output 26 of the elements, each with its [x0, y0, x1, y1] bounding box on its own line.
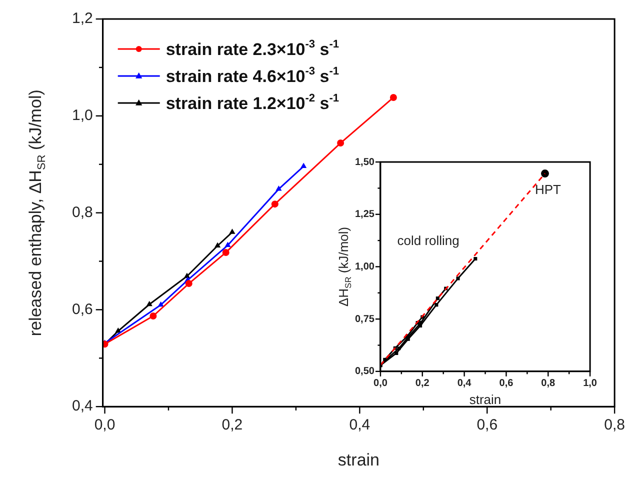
x-tick-label: 0,6: [499, 378, 514, 390]
y-tick-label: 0,50: [354, 366, 375, 378]
x-tick-label: 0,2: [415, 378, 430, 390]
x-tick-label: 0,2: [222, 416, 243, 434]
x-tick-label: 0,6: [476, 416, 498, 434]
x-axis-title: strain: [469, 392, 502, 407]
x-tick-label: 0,0: [94, 416, 116, 434]
x-tick-label: 0,0: [374, 378, 388, 390]
y-axis-title: released enthaply, ΔHSR (kJ/mol): [26, 90, 48, 336]
x-tick-label: 0,8: [541, 378, 556, 390]
y-tick-label: 0,6: [72, 300, 93, 318]
annotation: HPT: [534, 182, 562, 198]
annotation: cold rolling: [397, 233, 460, 248]
x-tick-label: 0,8: [604, 416, 626, 434]
y-tick-label: 1,25: [354, 209, 375, 220]
x-tick-label: 0,4: [457, 378, 472, 390]
x-tick-label: 1,0: [583, 378, 598, 390]
y-tick-label: 0,75: [354, 314, 375, 325]
y-tick-label: 1,0: [72, 107, 93, 124]
x-axis-title: strain: [338, 450, 380, 470]
y-tick-label: 1,00: [354, 261, 375, 272]
y-tick-label: 1,2: [72, 10, 93, 28]
y-tick-label: 0,8: [72, 204, 93, 221]
y-tick-label: 1,50: [354, 156, 375, 168]
y-axis-title: ΔHSR (kJ/mol): [336, 226, 354, 307]
y-tick-label: 0,4: [72, 398, 93, 415]
